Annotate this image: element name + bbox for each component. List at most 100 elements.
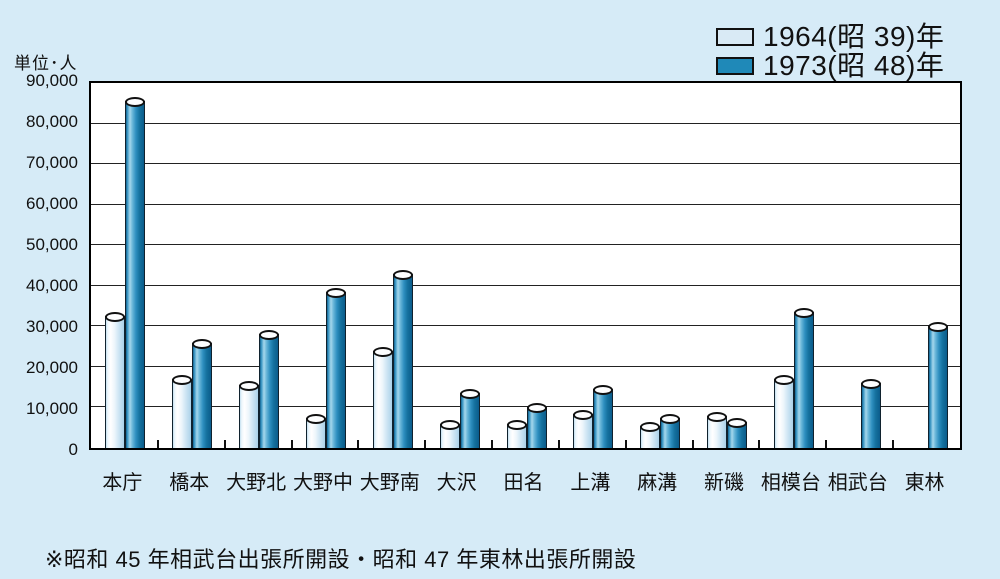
bar-top-ellipse — [640, 421, 661, 432]
x-axis-tick — [223, 440, 226, 448]
x-axis-label-東林: 東林 — [904, 472, 945, 494]
plot-area — [89, 81, 962, 450]
x-axis-tick — [691, 440, 694, 448]
bar-1964-大沢 — [439, 419, 460, 448]
bar-top-ellipse — [305, 413, 326, 424]
bar-1973-大野南 — [392, 269, 413, 448]
bar-1964-大野北 — [239, 381, 260, 448]
bar-top-ellipse — [506, 419, 527, 430]
bar-1964-上溝 — [573, 409, 594, 448]
bar-1973-相模台 — [793, 308, 814, 448]
legend-swatch-1964 — [716, 27, 754, 46]
bar-top-ellipse — [793, 308, 814, 319]
bar-top-ellipse — [660, 413, 681, 424]
bar-top-ellipse — [860, 379, 881, 390]
bar-1973-麻溝 — [660, 413, 681, 448]
bar-top-ellipse — [727, 417, 748, 428]
bar-1973-大野北 — [259, 330, 280, 448]
y-axis-label: 80,000 — [26, 112, 78, 131]
y-axis-unit-label: 単位･人 — [14, 54, 78, 73]
footnote: ※昭和 45 年相武台出張所開設・昭和 47 年東林出張所開設 — [45, 547, 637, 572]
y-axis-label: 30,000 — [26, 317, 78, 336]
gridline — [91, 365, 960, 367]
x-axis-label-大沢: 大沢 — [436, 472, 477, 494]
x-axis-label-麻溝: 麻溝 — [637, 472, 678, 494]
bar-1973-相武台 — [860, 379, 881, 448]
x-axis-tick — [357, 440, 360, 448]
y-axis-label: 50,000 — [26, 235, 78, 254]
x-axis-tick — [424, 440, 427, 448]
bar-1973-新磯 — [727, 417, 748, 448]
x-axis-label-相模台: 相模台 — [760, 472, 821, 494]
bar-top-ellipse — [259, 330, 280, 341]
gridline — [91, 122, 960, 124]
x-axis-label-大野中: 大野中 — [292, 472, 353, 494]
legend-label-1973: 1973(昭 48)年 — [763, 49, 945, 81]
bar-top-ellipse — [392, 269, 413, 280]
bar-top-ellipse — [593, 385, 614, 396]
bar-1973-上溝 — [593, 385, 614, 448]
gridline — [91, 406, 960, 408]
x-axis-label-新磯: 新磯 — [704, 472, 745, 494]
y-axis-label: 0 — [68, 440, 78, 459]
bar-top-ellipse — [927, 322, 948, 333]
bar-top-ellipse — [707, 411, 728, 422]
bar-1964-相模台 — [773, 375, 794, 448]
x-axis-label-相武台: 相武台 — [827, 472, 888, 494]
bar-1964-麻溝 — [640, 421, 661, 448]
x-axis-label-橋本: 橋本 — [169, 472, 210, 494]
bar-1973-田名 — [526, 403, 547, 448]
bar-1973-本庁 — [125, 97, 146, 448]
bar-top-ellipse — [192, 338, 213, 349]
bar-top-ellipse — [125, 97, 146, 108]
bar-top-ellipse — [526, 403, 547, 414]
x-axis-tick — [557, 440, 560, 448]
bar-top-ellipse — [439, 419, 460, 430]
gridline — [91, 244, 960, 246]
gridline — [91, 325, 960, 327]
x-axis-tick — [156, 440, 159, 448]
bar-top-ellipse — [773, 375, 794, 386]
bar-1973-橋本 — [192, 338, 213, 448]
bar-top-ellipse — [459, 389, 480, 400]
bar-1964-橋本 — [172, 375, 193, 448]
x-axis-tick — [491, 440, 494, 448]
x-axis-tick — [892, 440, 895, 448]
x-axis-label-田名: 田名 — [503, 472, 544, 494]
x-axis-tick — [290, 440, 293, 448]
bar-top-ellipse — [372, 346, 393, 357]
legend-swatch-1973 — [716, 56, 754, 75]
legend-item-1973: 1973(昭 48)年 — [716, 51, 944, 80]
bar-top-ellipse — [325, 287, 346, 298]
bar-1964-本庁 — [105, 312, 126, 448]
y-axis-label: 70,000 — [26, 153, 78, 172]
bar-top-ellipse — [573, 409, 594, 420]
bar-1964-田名 — [506, 419, 527, 448]
x-axis-label-大野南: 大野南 — [359, 472, 420, 494]
bar-1964-新磯 — [707, 411, 728, 448]
legend-label-1964: 1964(昭 39)年 — [763, 20, 945, 52]
legend-item-1964: 1964(昭 39)年 — [716, 22, 944, 51]
bar-1964-大野中 — [305, 413, 326, 448]
gridline — [91, 163, 960, 165]
x-axis-tick — [825, 440, 828, 448]
bar-1973-東林 — [927, 322, 948, 448]
y-axis-label: 90,000 — [26, 71, 78, 90]
x-axis-tick — [758, 440, 761, 448]
bar-top-ellipse — [105, 312, 126, 323]
gridline — [91, 203, 960, 205]
bar-1973-大野中 — [325, 287, 346, 448]
gridline — [91, 284, 960, 286]
x-axis-label-大野北: 大野北 — [226, 472, 287, 494]
x-axis-label-本庁: 本庁 — [102, 472, 143, 494]
x-axis-tick — [624, 440, 627, 448]
y-axis-label: 40,000 — [26, 276, 78, 295]
y-axis-label: 10,000 — [26, 399, 78, 418]
bar-top-ellipse — [172, 375, 193, 386]
y-axis-label: 60,000 — [26, 194, 78, 213]
y-axis-label: 20,000 — [26, 358, 78, 377]
bar-1973-大沢 — [459, 389, 480, 448]
bar-top-ellipse — [239, 381, 260, 392]
chart-legend: 1964(昭 39)年 1973(昭 48)年 — [716, 22, 944, 80]
